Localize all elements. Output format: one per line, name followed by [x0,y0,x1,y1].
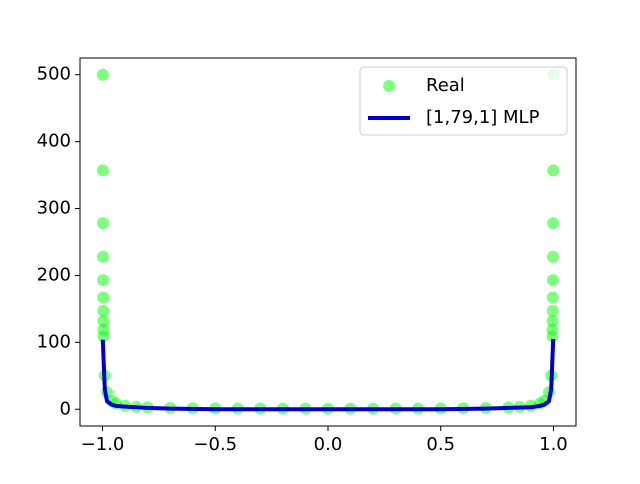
scatter-point [547,164,560,177]
scatter-point [97,330,110,343]
scatter-point [96,164,109,177]
y-tick-label: 300 [37,198,71,219]
line [100,338,556,412]
legend-box [359,66,568,136]
scatter-point [546,323,559,336]
scatter-point [546,314,559,327]
legend-label: Real [426,75,465,96]
y-tick-label: 100 [37,331,71,352]
x-tick-label: 0.0 [314,434,343,455]
scatter-point [96,217,109,230]
scatter-point [96,68,109,81]
scatter-point [546,304,559,317]
axes-frame [79,57,577,427]
scatter-point [97,291,110,304]
scatter-point [97,314,110,327]
scatter-point [547,217,560,230]
scatter-point [546,291,559,304]
y-tick-label: 400 [37,131,71,152]
y-tick-label: 500 [37,64,71,85]
scatter-point [546,250,559,263]
x-tick-label: 0.5 [426,434,455,455]
scatter-point [97,304,110,317]
scatter-point [97,250,110,263]
x-tick-label: −0.5 [193,434,237,455]
y-tick-label: 0 [60,398,71,419]
scatter-point [546,274,559,287]
x-tick-label: −1.0 [81,434,125,455]
x-tick-label: 1.0 [539,434,568,455]
scatter-point [97,274,110,287]
y-tick-label: 200 [37,264,71,285]
legend-label: [1,79,1] MLP [426,107,540,128]
legend-marker [383,80,395,92]
